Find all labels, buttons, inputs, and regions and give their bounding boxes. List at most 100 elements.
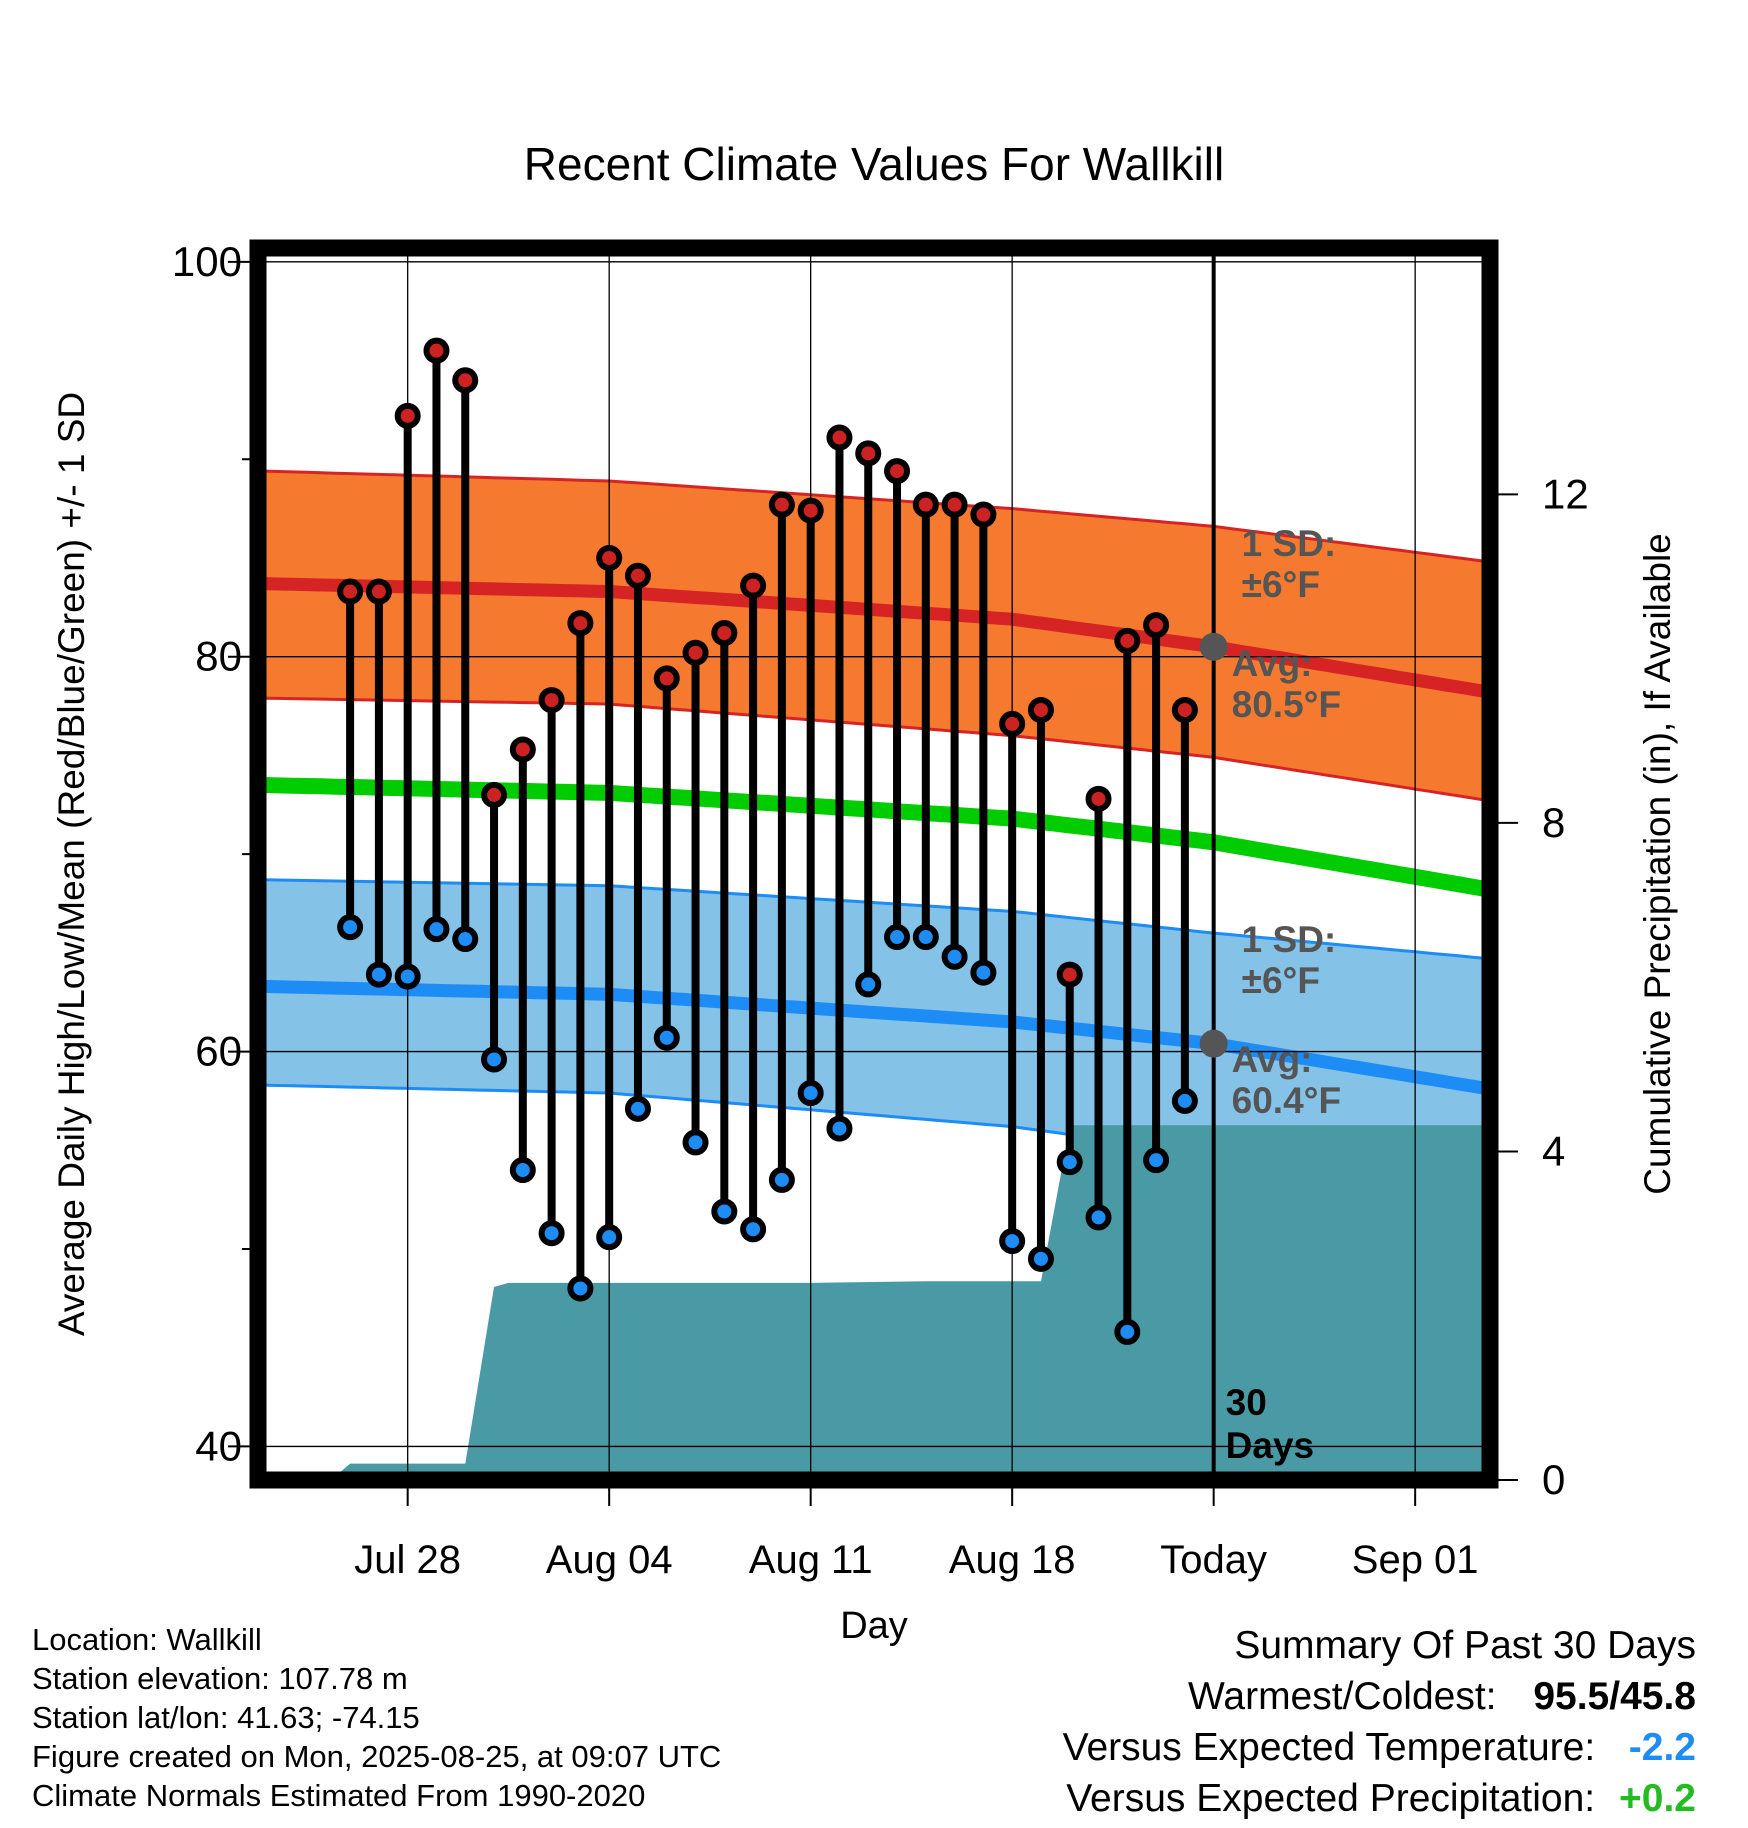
warmcold-value: 95.5/45.8 [1533, 1675, 1696, 1718]
high-dot [596, 544, 623, 571]
summary-precip: Versus Expected Precipitation: +0.2 [1063, 1773, 1696, 1824]
x-tick-label: Sep 01 [1352, 1538, 1479, 1582]
high-dot [941, 491, 968, 518]
high-dot [1085, 785, 1112, 812]
high-dot [711, 620, 738, 646]
low-dot [768, 1166, 795, 1193]
low-avg-label: Avg: [1232, 1039, 1313, 1080]
high-dot [452, 367, 479, 394]
daily-dots [337, 337, 1198, 1345]
high-dot [1027, 697, 1054, 723]
y2-tick-label: 0 [1542, 1456, 1565, 1503]
y2-tick-label: 12 [1542, 470, 1589, 517]
low-dot [394, 963, 421, 990]
low-dot [509, 1157, 536, 1184]
precip-label: Versus Expected Precipitation: [1066, 1777, 1596, 1820]
low-dot [1143, 1147, 1170, 1174]
x-tick-label: Jul 28 [354, 1538, 461, 1582]
x-tick-label: Aug 18 [949, 1538, 1076, 1582]
high-dot [481, 781, 508, 808]
y-tick-label: 80 [195, 633, 242, 680]
low-dot [711, 1198, 738, 1225]
low-dot [337, 914, 364, 941]
low-dot [912, 924, 939, 951]
high-dot [797, 497, 824, 524]
precipitation-area [335, 1125, 1490, 1480]
high-dot [912, 491, 939, 518]
info-location: Location: Wallkill [32, 1622, 262, 1657]
summary-heading: Summary Of Past 30 Days [1234, 1624, 1696, 1667]
info-created: Figure created on Mon, 2025-08-25, at 09… [32, 1739, 722, 1774]
high-dot [999, 710, 1026, 737]
low-dot [452, 926, 479, 953]
daily-range-stems [346, 350, 1189, 1332]
today-high-avg-marker [1199, 632, 1228, 661]
high-dot [423, 337, 450, 364]
low-dot [624, 1095, 651, 1122]
low-dot [653, 1024, 680, 1051]
low-dot [999, 1228, 1026, 1255]
today-low-avg-marker [1199, 1029, 1228, 1058]
y2-axis-label: Cumulative Precipitation (in), If Availa… [1637, 533, 1678, 1195]
high-dot [884, 458, 911, 485]
info-normals: Climate Normals Estimated From 1990-2020 [32, 1778, 646, 1813]
high-dot [1056, 961, 1083, 988]
low-dot [884, 924, 911, 951]
summary-panel: Summary Of Past 30 Days Warmest/Coldest:… [1063, 1620, 1696, 1824]
temp-label: Versus Expected Temperature: [1062, 1726, 1596, 1769]
y-tick-label: 40 [195, 1422, 242, 1469]
high-dot [365, 578, 392, 605]
chart-title: Recent Climate Values For Wallkill [524, 138, 1224, 190]
high-dot [509, 736, 536, 763]
low-dot [365, 961, 392, 988]
low-avg-line [263, 979, 1489, 1096]
high-dot [1171, 697, 1198, 723]
low-dot [740, 1216, 767, 1243]
y2-tick-label: 8 [1542, 799, 1565, 846]
low-dot [1114, 1318, 1141, 1345]
low-dot [423, 916, 450, 943]
high-sd-label: 1 SD: [1242, 523, 1337, 564]
mean-line [263, 777, 1489, 898]
high-sd-band [263, 471, 1488, 801]
high-dot [624, 562, 651, 589]
x-axis-label: Day [840, 1605, 908, 1647]
precip-area [335, 1125, 1490, 1480]
y-tick-label: 60 [195, 1028, 242, 1075]
low-dot [826, 1115, 853, 1142]
high-avg-value: 80.5°F [1232, 684, 1341, 725]
high-dot [1143, 612, 1170, 639]
low-sd-label: 1 SD: [1242, 919, 1337, 960]
low-dot [481, 1046, 508, 1073]
low-dot [538, 1220, 565, 1247]
high-dot [567, 610, 594, 637]
low-dot [1085, 1204, 1112, 1231]
plot-frame [249, 239, 1499, 1489]
temp-value: -2.2 [1628, 1726, 1696, 1769]
window-label-days: Days [1226, 1425, 1314, 1466]
high-dot [538, 687, 565, 714]
low-avg-value: 60.4°F [1232, 1080, 1341, 1121]
low-dot [941, 943, 968, 970]
info-latlon: Station lat/lon: 41.63; -74.15 [32, 1700, 420, 1735]
high-dot [855, 440, 882, 467]
low-dot [596, 1224, 623, 1251]
low-dot [855, 971, 882, 998]
x-tick-label: Today [1160, 1538, 1267, 1582]
low-dot [682, 1129, 709, 1156]
low-dot [1171, 1087, 1198, 1114]
y2-tick-label: 4 [1542, 1127, 1565, 1174]
low-dot [1056, 1149, 1083, 1176]
high-dot [1114, 627, 1141, 654]
high-dot [394, 402, 421, 429]
high-dot [337, 578, 364, 605]
window-label-number: 30 [1226, 1382, 1267, 1423]
high-dot [826, 424, 853, 451]
high-dot [740, 572, 767, 599]
high-avg-label: Avg: [1232, 643, 1313, 684]
precip-value: +0.2 [1619, 1777, 1696, 1820]
high-dot [970, 501, 997, 528]
low-dot [797, 1080, 824, 1107]
